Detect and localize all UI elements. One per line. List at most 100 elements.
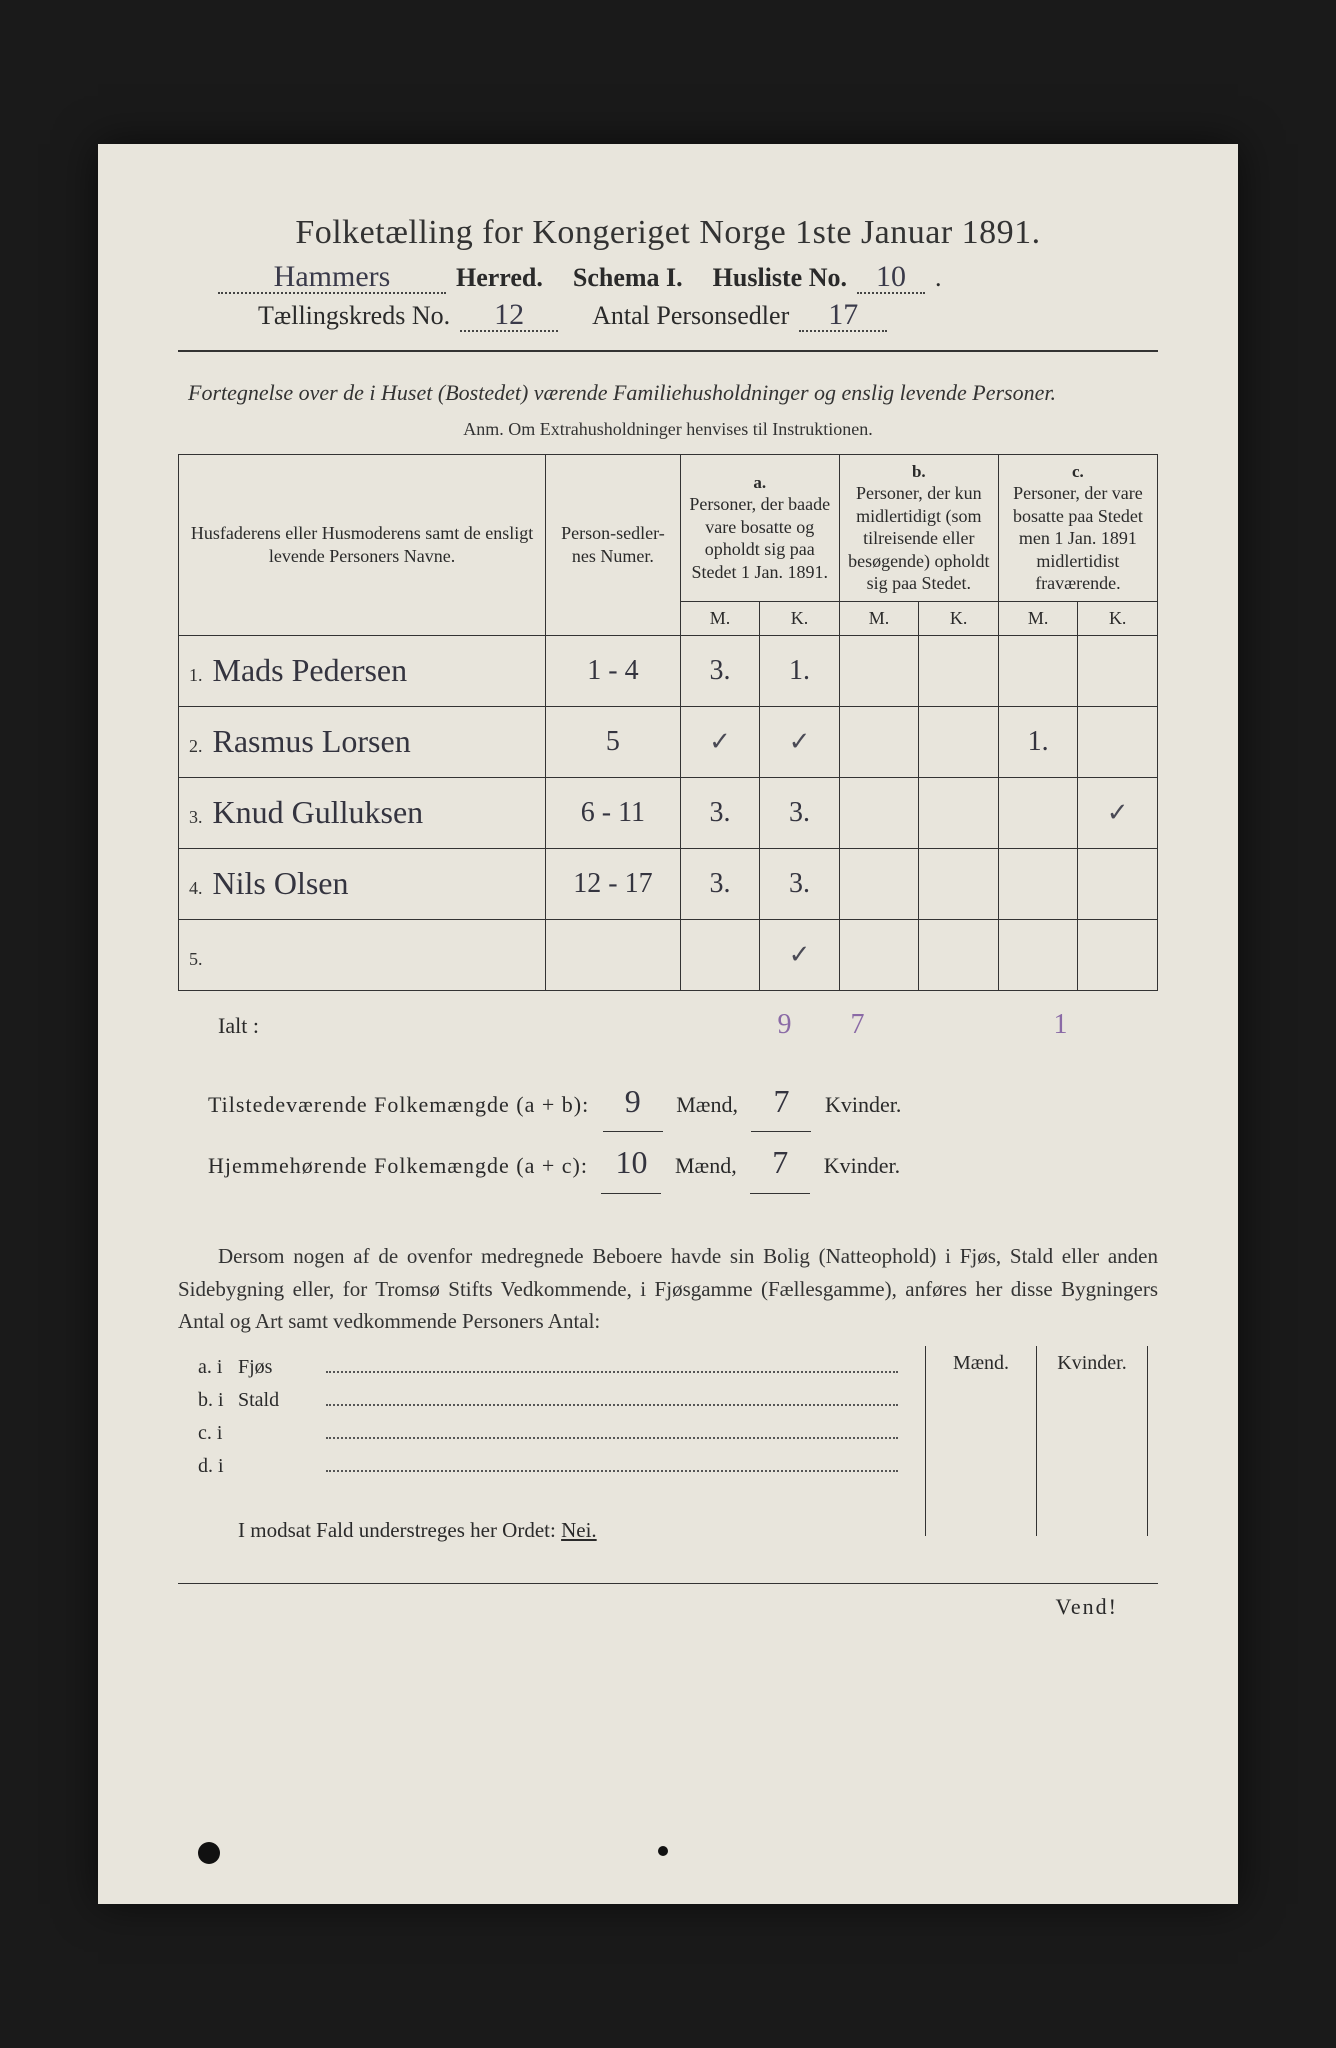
name-cell: 1. Mads Pedersen: [179, 635, 546, 706]
c-label: c.: [1003, 461, 1153, 482]
col-numer-header: Person-sedler-nes Numer.: [546, 454, 681, 635]
numer-cell: 1 - 4: [546, 635, 681, 706]
mk-kvinder: Kvinder.: [1036, 1346, 1147, 1536]
value-cell: [839, 635, 919, 706]
ialt-a-m: 9: [752, 1009, 817, 1041]
table-row: 5.✓: [179, 919, 1158, 990]
value-cell: 3.: [760, 848, 840, 919]
name-cell: 4. Nils Olsen: [179, 848, 546, 919]
herred-label: Herred.: [456, 263, 543, 293]
divider-1: [178, 350, 1158, 352]
herred-handwritten: Hammers: [218, 262, 446, 294]
a-k: K.: [760, 601, 840, 635]
mk-maend: Mænd.: [926, 1346, 1036, 1536]
row-index: 5.: [189, 949, 203, 969]
col-names-header: Husfaderens eller Husmoderens samt de en…: [179, 454, 546, 635]
anm-note: Anm. Om Extrahusholdninger henvises til …: [178, 419, 1158, 440]
value-cell: ✓: [760, 706, 840, 777]
row-index: 2.: [189, 736, 203, 756]
value-cell: ✓: [1078, 777, 1158, 848]
value-cell: [839, 706, 919, 777]
value-cell: [839, 777, 919, 848]
lower-block: Mænd. Kvinder. a. iFjøsb. iStaldc. id. i: [178, 1356, 1158, 1478]
row-key: a. i: [198, 1356, 238, 1379]
value-cell: [919, 777, 999, 848]
kreds-no: 12: [460, 300, 558, 332]
vend-label: Vend!: [1055, 1594, 1118, 1620]
antal-no: 17: [799, 300, 887, 332]
c-k: K.: [1078, 601, 1158, 635]
row-key: c. i: [198, 1422, 238, 1445]
value-cell: ✓: [680, 706, 760, 777]
value-cell: [1078, 635, 1158, 706]
row-key: b. i: [198, 1389, 238, 1412]
table-body: 1.Mads Pedersen1 - 43.1.2.Rasmus Lorsen5…: [179, 635, 1158, 990]
value-cell: [839, 919, 919, 990]
nei-word: Nei.: [561, 1518, 597, 1542]
value-cell: 3.: [680, 848, 760, 919]
kvinder-2: Kvinder.: [824, 1153, 900, 1178]
dots: [326, 1403, 898, 1406]
dots: [326, 1469, 898, 1472]
subheader: Fortegnelse over de i Huset (Bostedet) v…: [188, 378, 1148, 409]
page-title: Folketælling for Kongeriget Norge 1ste J…: [178, 214, 1158, 252]
person-name: Knud Gulluksen: [213, 794, 424, 830]
inkblot-icon: [658, 1846, 668, 1856]
value-cell: [919, 635, 999, 706]
numer-cell: 12 - 17: [546, 848, 681, 919]
numer-cell: 6 - 11: [546, 777, 681, 848]
value-cell: [1078, 706, 1158, 777]
a-m: M.: [680, 601, 760, 635]
census-table: Husfaderens eller Husmoderens samt de en…: [178, 454, 1158, 991]
table-row: 3.Knud Gulluksen6 - 113.3.✓: [179, 777, 1158, 848]
header-line-3: Tællingskreds No. 12 Antal Personsedler …: [178, 300, 1158, 332]
kvinder-1: Kvinder.: [825, 1092, 901, 1117]
inkblot-icon: [198, 1842, 220, 1864]
a-label: a.: [685, 472, 835, 493]
value-cell: [998, 919, 1078, 990]
kreds-label: Tællingskreds No.: [258, 301, 450, 331]
schema-label: Schema I.: [573, 263, 683, 293]
ialt-label: Ialt :: [218, 1013, 259, 1039]
person-name: Nils Olsen: [213, 865, 349, 901]
value-cell: [998, 777, 1078, 848]
dots: [326, 1436, 898, 1439]
footer-rule: Vend!: [178, 1583, 1158, 1624]
hjemme-line: Hjemmehørende Folkemængde (a + c): 10 Mæ…: [208, 1132, 1158, 1194]
value-cell: [1078, 919, 1158, 990]
instruction-paragraph: Dersom nogen af de ovenfor medregnede Be…: [178, 1240, 1158, 1338]
b-label: b.: [844, 461, 994, 482]
numer-cell: [546, 919, 681, 990]
row-index: 1.: [189, 665, 203, 685]
tilstede-label: Tilstedeværende Folkemængde (a + b):: [208, 1092, 589, 1117]
value-cell: [919, 919, 999, 990]
table-row: 1.Mads Pedersen1 - 43.1.: [179, 635, 1158, 706]
hjemme-k: 7: [750, 1132, 810, 1194]
nei-text: I modsat Fald understreges her Ordet:: [238, 1518, 556, 1542]
row-index: 4.: [189, 878, 203, 898]
person-name: Mads Pedersen: [213, 652, 408, 688]
value-cell: [919, 848, 999, 919]
dots: [326, 1370, 898, 1373]
ialt-a-k: 7: [825, 1009, 890, 1041]
antal-label: Antal Personsedler: [592, 301, 789, 331]
totals-block: Tilstedeværende Folkemængde (a + b): 9 M…: [178, 1071, 1158, 1195]
name-cell: 3.Knud Gulluksen: [179, 777, 546, 848]
value-cell: [998, 848, 1078, 919]
b-k: K.: [919, 601, 999, 635]
b-m: M.: [839, 601, 919, 635]
tilstede-line: Tilstedeværende Folkemængde (a + b): 9 M…: [208, 1071, 1158, 1133]
maend-2: Mænd,: [675, 1153, 737, 1178]
value-cell: 1.: [760, 635, 840, 706]
hjemme-m: 10: [601, 1132, 661, 1194]
col-b-header: b. Personer, der kun midlertidigt (som t…: [839, 454, 998, 601]
tilstede-m: 9: [603, 1071, 663, 1133]
b-text: Personer, der kun midlertidigt (som tilr…: [844, 482, 994, 595]
col-a-header: a. Personer, der baade vare bosatte og o…: [680, 454, 839, 601]
c-text: Personer, der vare bosatte paa Stedet me…: [1003, 482, 1153, 595]
table-row: 2.Rasmus Lorsen5✓✓1.: [179, 706, 1158, 777]
mk-box: Mænd. Kvinder.: [925, 1346, 1148, 1536]
numer-cell: 5: [546, 706, 681, 777]
value-cell: 3.: [680, 635, 760, 706]
husliste-no: 10: [857, 262, 925, 294]
